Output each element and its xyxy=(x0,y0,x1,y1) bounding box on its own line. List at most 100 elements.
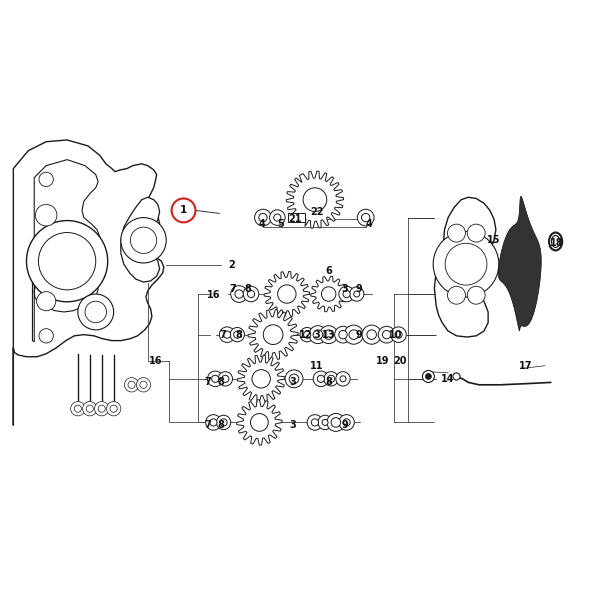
Circle shape xyxy=(140,381,147,388)
Circle shape xyxy=(391,327,406,343)
Text: 9: 9 xyxy=(355,284,362,294)
Circle shape xyxy=(37,292,56,311)
Text: 3: 3 xyxy=(341,284,348,294)
Circle shape xyxy=(83,401,97,416)
Circle shape xyxy=(235,290,243,298)
Bar xyxy=(288,214,305,223)
Circle shape xyxy=(300,328,314,342)
Text: 6: 6 xyxy=(325,266,332,277)
Circle shape xyxy=(128,381,135,388)
Circle shape xyxy=(313,330,323,340)
Text: 15: 15 xyxy=(487,235,501,245)
Text: 8: 8 xyxy=(218,377,224,387)
Polygon shape xyxy=(121,197,160,282)
Circle shape xyxy=(278,285,296,303)
Circle shape xyxy=(86,405,94,412)
Circle shape xyxy=(382,331,391,339)
Circle shape xyxy=(230,328,244,342)
Circle shape xyxy=(39,172,53,187)
Circle shape xyxy=(98,405,106,412)
Circle shape xyxy=(224,331,231,338)
Text: 2: 2 xyxy=(228,260,235,271)
Circle shape xyxy=(448,286,466,304)
Circle shape xyxy=(38,233,96,290)
Ellipse shape xyxy=(551,236,560,247)
Polygon shape xyxy=(286,171,344,228)
Text: 4: 4 xyxy=(259,218,265,229)
Circle shape xyxy=(425,373,431,379)
Circle shape xyxy=(322,287,336,301)
Text: 19: 19 xyxy=(376,356,389,366)
Circle shape xyxy=(222,375,229,382)
Circle shape xyxy=(220,419,227,426)
Circle shape xyxy=(367,330,376,340)
Circle shape xyxy=(331,418,341,427)
Circle shape xyxy=(289,374,299,383)
Text: 1: 1 xyxy=(180,205,187,215)
Circle shape xyxy=(362,214,370,222)
Polygon shape xyxy=(236,400,282,445)
Circle shape xyxy=(285,370,303,388)
Text: 22: 22 xyxy=(310,206,323,217)
Circle shape xyxy=(208,371,223,386)
Circle shape xyxy=(339,331,347,339)
Text: 4: 4 xyxy=(366,218,373,229)
Polygon shape xyxy=(13,140,164,425)
Circle shape xyxy=(422,370,434,382)
Polygon shape xyxy=(248,310,298,359)
Circle shape xyxy=(74,405,82,412)
Text: 7: 7 xyxy=(219,329,226,340)
Circle shape xyxy=(124,377,139,392)
Text: 20: 20 xyxy=(394,356,407,366)
Circle shape xyxy=(26,221,107,302)
Circle shape xyxy=(339,415,355,430)
Polygon shape xyxy=(237,355,285,403)
Text: 7: 7 xyxy=(204,377,211,387)
Text: 9: 9 xyxy=(355,329,362,340)
Circle shape xyxy=(336,371,350,386)
Circle shape xyxy=(304,331,311,338)
Circle shape xyxy=(448,224,466,242)
Circle shape xyxy=(95,401,109,416)
Text: 12: 12 xyxy=(299,329,313,340)
Circle shape xyxy=(234,331,241,338)
Circle shape xyxy=(206,415,221,430)
Text: 13: 13 xyxy=(322,329,335,340)
Circle shape xyxy=(433,232,499,297)
Text: 7: 7 xyxy=(230,284,236,294)
Circle shape xyxy=(378,326,395,343)
Text: 1: 1 xyxy=(180,206,187,217)
Circle shape xyxy=(252,370,271,388)
Text: 3: 3 xyxy=(313,329,320,340)
Circle shape xyxy=(259,214,267,222)
Ellipse shape xyxy=(549,233,562,250)
Text: 3: 3 xyxy=(289,421,296,430)
Circle shape xyxy=(309,326,327,344)
Circle shape xyxy=(313,371,329,386)
Text: 7: 7 xyxy=(204,421,211,430)
Polygon shape xyxy=(434,197,496,337)
Circle shape xyxy=(274,214,281,221)
Circle shape xyxy=(251,413,268,431)
Text: 8: 8 xyxy=(236,329,242,340)
Circle shape xyxy=(467,286,485,304)
Circle shape xyxy=(327,413,345,431)
Circle shape xyxy=(349,330,359,340)
Circle shape xyxy=(218,371,233,386)
Circle shape xyxy=(269,210,285,226)
Circle shape xyxy=(35,205,57,226)
Circle shape xyxy=(307,415,323,430)
Circle shape xyxy=(247,290,254,298)
Circle shape xyxy=(350,287,364,301)
Circle shape xyxy=(445,243,487,285)
Text: 11: 11 xyxy=(310,361,323,371)
Polygon shape xyxy=(499,196,541,331)
Circle shape xyxy=(110,405,117,412)
Text: 16: 16 xyxy=(206,290,220,300)
Circle shape xyxy=(317,375,325,382)
Circle shape xyxy=(39,329,53,343)
Polygon shape xyxy=(264,271,310,317)
Text: 14: 14 xyxy=(442,374,455,384)
Circle shape xyxy=(343,419,350,426)
Circle shape xyxy=(85,301,107,323)
